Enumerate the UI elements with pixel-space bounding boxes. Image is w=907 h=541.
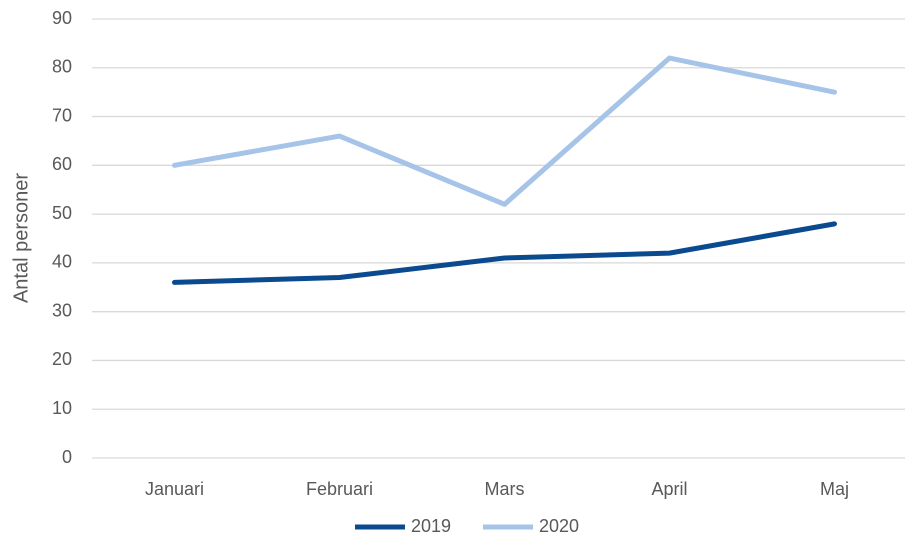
y-tick-label: 90	[52, 8, 72, 28]
x-tick-label: Februari	[306, 479, 373, 499]
y-tick-label: 30	[52, 300, 72, 320]
x-tick-label: April	[651, 479, 687, 499]
y-tick-label: 70	[52, 105, 72, 125]
y-tick-label: 80	[52, 57, 72, 77]
y-axis-label: Antal personer	[10, 173, 32, 303]
x-tick-label: Mars	[485, 479, 525, 499]
legend-label: 2020	[539, 516, 579, 536]
y-tick-label: 40	[52, 252, 72, 272]
y-tick-label: 10	[52, 398, 72, 418]
series-line	[172, 55, 837, 207]
y-tick-label: 60	[52, 154, 72, 174]
legend-label: 2019	[411, 516, 451, 536]
y-tick-label: 50	[52, 203, 72, 223]
series-line	[172, 221, 837, 285]
x-tick-label: Maj	[820, 479, 849, 499]
y-tick-label: 20	[52, 349, 72, 369]
x-tick-label: Januari	[145, 479, 204, 499]
y-tick-label: 0	[62, 447, 72, 467]
